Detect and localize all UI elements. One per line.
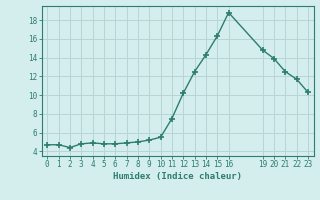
X-axis label: Humidex (Indice chaleur): Humidex (Indice chaleur) (113, 172, 242, 181)
